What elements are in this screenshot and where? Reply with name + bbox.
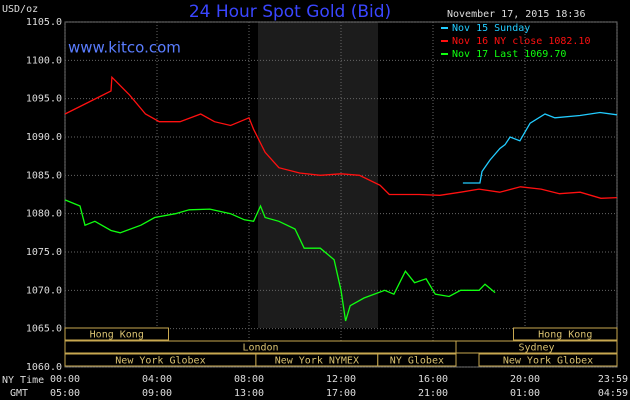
y-tick-label: 1105.0 <box>26 17 62 28</box>
x-tick-label: 05:00 <box>50 388 80 399</box>
y-tick-label: 1080.0 <box>26 209 62 220</box>
x-tick-label: 08:00 <box>234 374 264 385</box>
x-tick-label: 21:00 <box>418 388 448 399</box>
y-tick-label: 1085.0 <box>26 170 62 181</box>
x-tick-label: 04:00 <box>142 374 172 385</box>
y-tick-label: 1070.0 <box>26 285 62 296</box>
x-tick-label: 23:59 <box>598 374 628 385</box>
session-label: Hong Kong <box>538 330 592 341</box>
y-tick-label: 1090.0 <box>26 132 62 143</box>
x2-axis-label: GMT <box>10 388 28 399</box>
x-tick-label: 00:00 <box>50 374 80 385</box>
x-axis-label: NY Time <box>2 375 44 386</box>
session-label: New York Globex <box>115 356 205 367</box>
legend-label: Nov 15 Sunday <box>452 23 530 34</box>
x-tick-label: 13:00 <box>234 388 264 399</box>
session-label: Sydney <box>518 343 554 354</box>
session-box <box>377 353 457 367</box>
y-tick-label: 1060.0 <box>26 362 62 373</box>
legend-label: Nov 16 NY close 1082.10 <box>452 36 590 47</box>
x-tick-label: 09:00 <box>142 388 172 399</box>
session-label: London <box>242 343 278 354</box>
session-label: New York Globex <box>503 356 593 367</box>
session-box <box>478 353 618 367</box>
legend: Nov 15 Sunday Nov 16 NY close 1082.10 Nov … <box>441 23 590 60</box>
x-tick-label: 16:00 <box>418 374 448 385</box>
y-tick-label: 1065.0 <box>26 324 62 335</box>
price-line <box>462 111 618 184</box>
y-tick-label: 1100.0 <box>26 55 62 66</box>
x-tick-label: 20:00 <box>510 374 540 385</box>
session-box <box>513 327 618 341</box>
price-line <box>64 199 496 322</box>
legend-label: Nov 17 Last 1069.70 <box>452 49 566 60</box>
y-axis-label: USD/oz <box>2 4 38 15</box>
x-tick-label: 12:00 <box>326 374 356 385</box>
session-label: NY Globex <box>390 356 444 367</box>
x-tick-label: 04:59 <box>598 388 628 399</box>
session-label: Hong Kong <box>90 330 144 341</box>
session-box <box>455 340 618 354</box>
price-line <box>64 75 618 199</box>
site-label: www.kitco.com <box>68 39 181 57</box>
y-tick-label: 1095.0 <box>26 94 62 105</box>
timestamp: November 17, 2015 18:36 <box>447 9 585 20</box>
x-tick-label: 17:00 <box>326 388 356 399</box>
y-tick-label: 1075.0 <box>26 247 62 258</box>
chart-title: 24 Hour Spot Gold (Bid) <box>189 2 391 22</box>
session-label: New York NYMEX <box>275 356 359 367</box>
session-box <box>64 327 169 341</box>
x-tick-label: 01:00 <box>510 388 540 399</box>
